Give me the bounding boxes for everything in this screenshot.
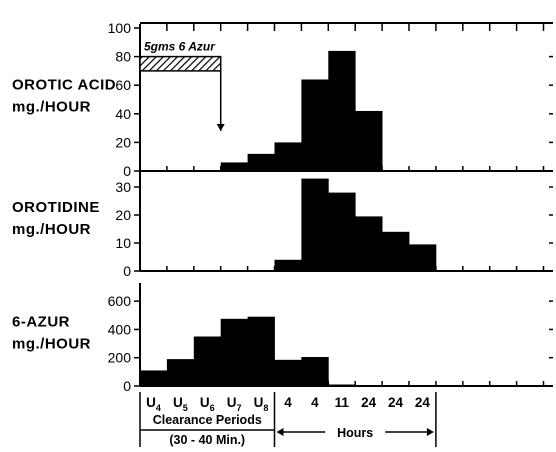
x-tick-label: 24: [415, 395, 431, 410]
bar-panel-3: [166, 359, 195, 386]
bar-panel-1: [355, 110, 383, 171]
y-tick-label: 20: [115, 207, 131, 223]
bar-panel-2: [409, 244, 437, 271]
hours-arrow-head-right: [426, 428, 434, 436]
x-group-label-line2: (30 - 40 Min.): [169, 433, 245, 447]
x-tick-label: 24: [388, 395, 404, 410]
y-axis-label-line1-panel-1: OROTIC ACID: [12, 77, 116, 94]
bar-panel-3: [274, 359, 302, 386]
bar-panel-3: [140, 370, 168, 386]
dose-hatched-bar: [139, 55, 222, 72]
y-axis-label-line2-panel-3: mg./HOUR: [12, 336, 91, 353]
bar-panel-1: [328, 50, 356, 171]
y-tick-label: 600: [108, 293, 132, 309]
y-tick-label: 0: [123, 163, 131, 179]
x-tick-label: 4: [284, 395, 292, 410]
x-tick-label: 11: [335, 395, 350, 410]
y-tick-label: 80: [115, 49, 131, 65]
y-tick-label: 400: [108, 321, 132, 337]
bar-panel-1: [301, 79, 329, 171]
x-tick-label: 4: [311, 395, 319, 410]
bar-panel-3: [301, 357, 329, 386]
bar-panel-1: [274, 142, 302, 171]
y-tick-label: 10: [115, 235, 131, 251]
bar-panel-3: [328, 384, 356, 386]
x-tick-label: U5: [173, 395, 188, 413]
y-tick-label: 0: [123, 263, 131, 279]
y-tick-label: 20: [115, 134, 131, 150]
bar-panel-2: [328, 192, 356, 271]
bar-panel-3: [220, 318, 248, 386]
bar-panel-1: [247, 153, 275, 171]
x-tick-label: U7: [227, 395, 242, 413]
y-tick-label: 0: [123, 378, 131, 394]
dose-arrow-head: [216, 123, 225, 131]
x-group-label-line1: Clearance Periods: [153, 413, 262, 427]
x-tick-label: U6: [200, 395, 215, 413]
y-tick-label: 60: [115, 77, 131, 93]
y-tick-label: 40: [115, 106, 131, 122]
y-tick-label: 200: [108, 350, 132, 366]
y-tick-label: 100: [108, 20, 132, 36]
bar-panel-2: [382, 231, 410, 271]
y-axis-label-line2-panel-1: mg./HOUR: [12, 99, 91, 116]
y-tick-label: 30: [115, 179, 131, 195]
dose-annotation: 5gms 6 Azur: [144, 40, 216, 54]
x-tick-label: 24: [361, 395, 377, 410]
bar-panel-2: [301, 178, 329, 271]
x-tick-label: U4: [146, 395, 161, 413]
bar-panel-1: [220, 162, 248, 171]
x-group-label-hours: Hours: [337, 426, 373, 440]
y-axis-label-line2-panel-2: mg./HOUR: [12, 221, 91, 238]
y-axis-label-line1-panel-3: 6-AZUR: [12, 314, 70, 331]
y-axis-label-line1-panel-2: OROTIDINE: [12, 199, 100, 216]
bar-panel-3: [193, 336, 222, 386]
bar-panel-2: [355, 216, 383, 271]
bar-panel-2: [274, 259, 302, 271]
x-tick-label: U8: [254, 395, 269, 413]
bar-panel-3: [247, 316, 275, 386]
hours-arrow-head-left: [276, 428, 284, 436]
